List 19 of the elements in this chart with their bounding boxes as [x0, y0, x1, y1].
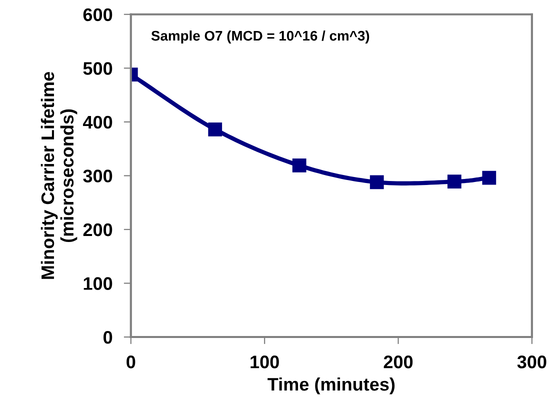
x-tick-label: 0 — [126, 356, 136, 368]
y-tick-label: 400 — [82, 116, 112, 129]
x-tick-label: 100 — [250, 356, 279, 368]
y-tick-label: 500 — [83, 62, 112, 75]
y-tick-label: 600 — [83, 8, 112, 22]
point — [370, 175, 384, 190]
x-tick-label: 200 — [384, 356, 413, 368]
y-tick-label: 0 — [104, 330, 112, 344]
y-axis-title: Minority Carrier Lifetime (microseconds) — [40, 72, 78, 279]
y-tick-label: 300 — [83, 170, 112, 182]
point — [208, 122, 222, 136]
x-tick-label: 300 — [517, 356, 546, 368]
y-tick-label: 200 — [83, 223, 112, 236]
annotation: Sample O7 (MCD = 10^16 / cm^3) — [151, 30, 370, 44]
y-tick-label: 100 — [84, 277, 112, 290]
point — [292, 158, 306, 172]
x-axis-title: Time (minutes) — [268, 377, 395, 394]
point — [482, 170, 496, 185]
point — [447, 174, 462, 189]
